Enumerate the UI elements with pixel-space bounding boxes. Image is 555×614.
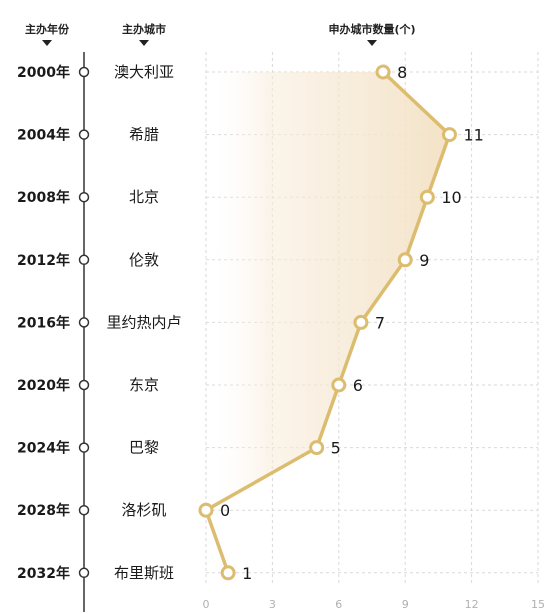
x-tick-label: 9 (402, 598, 409, 611)
data-point (375, 64, 391, 80)
timeline-dot (78, 442, 90, 453)
value-label: 11 (463, 126, 483, 145)
year-label: 2028年 (17, 502, 70, 519)
value-label: 9 (419, 251, 429, 270)
year-label: 2016年 (17, 314, 70, 331)
value-label: 10 (441, 188, 461, 207)
timeline-dot (78, 504, 90, 516)
data-point (220, 565, 236, 581)
data-point (441, 127, 457, 143)
value-label: 0 (220, 501, 230, 520)
data-point (309, 440, 325, 456)
timeline-dot (78, 317, 90, 328)
timeline-dot (78, 66, 90, 78)
year-label: 2024年 (17, 440, 70, 457)
city-label: 洛杉矶 (121, 501, 166, 519)
city-label: 希腊 (129, 126, 159, 144)
city-label: 东京 (129, 376, 159, 394)
data-point (331, 377, 347, 393)
year-label: 2020年 (17, 377, 70, 394)
city-label: 北京 (129, 188, 159, 206)
data-point (198, 502, 214, 518)
x-tick-label: 15 (531, 598, 545, 611)
year-label: 2012年 (17, 252, 70, 269)
data-point (397, 252, 413, 268)
value-label: 1 (242, 564, 252, 583)
x-tick-label: 3 (269, 598, 276, 611)
year-header-arrow-icon (42, 40, 52, 46)
chart-title: 申办城市数量(个) (328, 22, 415, 36)
area-layer (206, 72, 450, 573)
ticks-layer: 0 3 6 9 12 15 (203, 598, 546, 611)
year-label: 2000年 (17, 64, 70, 81)
data-point (419, 189, 435, 205)
city-label: 里约热内卢 (106, 313, 181, 331)
series-area (206, 72, 450, 573)
city-label: 澳大利亚 (114, 63, 174, 81)
value-label: 6 (353, 376, 363, 395)
year-label: 2008年 (17, 189, 70, 206)
timeline-dot (78, 567, 90, 579)
timeline-dot (78, 191, 90, 203)
year-label: 2032年 (17, 565, 70, 582)
value-label: 7 (375, 313, 385, 332)
city-label: 巴黎 (129, 439, 159, 457)
x-tick-label: 0 (203, 598, 210, 611)
city-column-header: 主办城市 (122, 22, 166, 36)
timeline-dot (78, 379, 90, 391)
city-label: 布里斯班 (114, 564, 174, 582)
x-tick-label: 6 (335, 598, 342, 611)
value-label: 8 (397, 63, 407, 82)
data-point (353, 314, 369, 330)
year-column-header: 主办年份 (25, 22, 70, 36)
year-label: 2004年 (17, 127, 70, 144)
x-tick-label: 12 (465, 598, 479, 611)
value-label: 5 (331, 439, 341, 458)
city-header-arrow-icon (139, 40, 149, 46)
city-label: 伦敦 (129, 251, 159, 269)
count-header-arrow-icon (367, 40, 377, 46)
timeline-dot (78, 129, 90, 140)
timeline-dot (78, 254, 90, 266)
